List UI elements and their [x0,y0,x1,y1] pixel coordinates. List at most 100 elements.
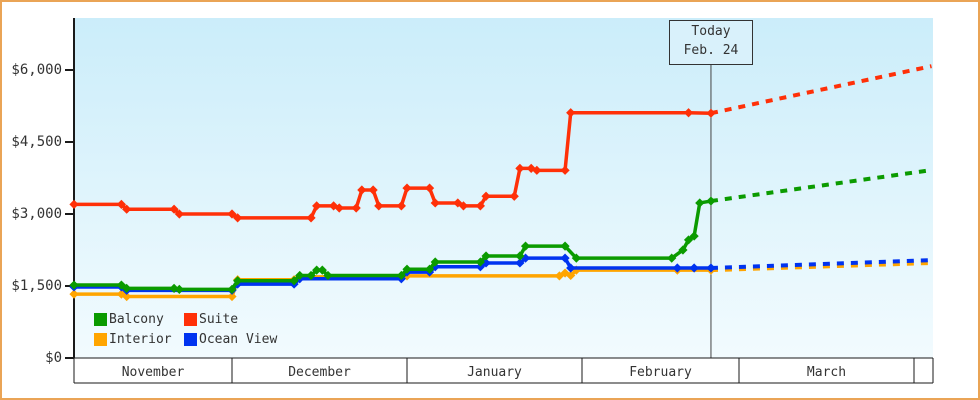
data-point-balcony [396,270,406,281]
data-point-suite [368,185,378,195]
data-point-ocean-view [481,258,491,268]
plot-background [74,18,933,358]
balcony-swatch-icon [94,313,107,326]
series-suite [69,64,932,223]
suite-swatch-icon [184,313,197,326]
data-point-ocean-view [560,253,570,263]
month-axis [73,357,934,384]
data-point-balcony [475,257,485,267]
data-point-balcony [122,283,132,293]
legend-label-suite: Suite [199,312,239,327]
data-point-balcony [695,198,705,208]
data-point-balcony [289,276,299,286]
data-point-balcony [402,264,412,274]
data-point-suite [69,199,79,209]
legend-label-balcony: Balcony [109,312,164,327]
data-point-suite [396,201,406,211]
data-point-balcony [174,284,184,294]
data-point-ocean-view [566,263,576,273]
data-point-suite [402,183,412,193]
month-label-february: February [629,365,692,380]
data-point-suite [509,191,519,201]
month-label-november: November [122,365,185,380]
data-point-suite [169,204,179,214]
series-balcony-projection [710,168,932,204]
data-point-suite [312,201,322,211]
data-point-suite [116,199,126,209]
data-point-interior [116,289,126,299]
data-point-suite [227,209,237,219]
data-point-suite [475,201,485,211]
data-point-balcony [69,280,79,290]
series-suite-projection [710,64,932,116]
data-point-balcony [306,270,316,281]
y-tick-label: $6,000 [11,62,62,78]
legend-label-ocean-view: Ocean View [199,332,278,347]
data-point-suite [683,108,694,118]
data-point-ocean-view [430,262,440,272]
data-point-suite [306,213,316,223]
data-point-ocean-view [515,258,525,268]
data-point-suite [706,108,716,118]
data-point-ocean-view [706,263,716,273]
y-axis: $0 $1,500 $3,000 $4,500 $6,000 [11,18,75,366]
series-ocean-view-projection [710,258,932,270]
data-point-balcony [323,270,333,281]
series-balcony [69,168,932,294]
month-label-december: December [288,365,351,380]
data-point-suite [481,191,491,201]
data-point-suite [458,201,469,211]
data-point-ocean-view [520,253,531,263]
interior-swatch-icon [94,333,107,346]
data-point-balcony [295,270,305,281]
month-label-march: March [807,365,846,380]
y-tick-label: $1,500 [11,278,62,294]
data-point-suite [566,108,576,118]
data-point-balcony [227,284,237,294]
legend-item-suite[interactable]: Suite [184,312,277,327]
legend-item-interior[interactable]: Interior [94,332,184,347]
data-point-suite [515,163,525,173]
data-point-suite [560,165,570,175]
data-point-balcony [424,264,435,274]
data-point-suite [430,198,440,208]
data-point-balcony [667,253,677,263]
data-point-balcony [233,276,243,286]
data-point-suite [351,203,361,213]
data-point-ocean-view [672,263,682,273]
data-point-interior [227,291,237,302]
today-label: Today [691,24,731,39]
month-label-january: January [467,365,522,380]
data-point-interior [69,289,79,299]
data-point-ocean-view [475,262,485,272]
data-point-balcony [678,245,688,255]
data-point-suite [233,213,243,223]
y-tick-label: $0 [45,350,62,366]
data-point-balcony [683,235,694,245]
data-point-balcony [689,231,699,241]
data-point-interior [122,291,132,302]
data-point-suite [334,203,344,213]
data-point-suite [424,183,435,193]
data-point-balcony [520,241,531,251]
legend-label-interior: Interior [109,332,172,347]
data-point-interior [566,270,576,281]
legend-item-ocean-view[interactable]: Ocean View [184,332,277,347]
data-point-balcony [169,283,179,293]
data-point-balcony [515,251,525,261]
data-point-suite [174,209,184,219]
data-point-interior [571,265,581,275]
y-tick-label: $3,000 [11,206,62,222]
data-point-interior [554,271,565,281]
data-point-suite [532,165,542,175]
data-point-balcony [317,265,327,275]
data-point-balcony [116,280,126,290]
data-point-interior [560,268,570,278]
y-tick-label: $4,500 [11,134,62,150]
ocean-view-swatch-icon [184,333,197,346]
data-point-suite [122,204,132,214]
data-point-suite [357,185,367,195]
legend-item-balcony[interactable]: Balcony [94,312,184,327]
